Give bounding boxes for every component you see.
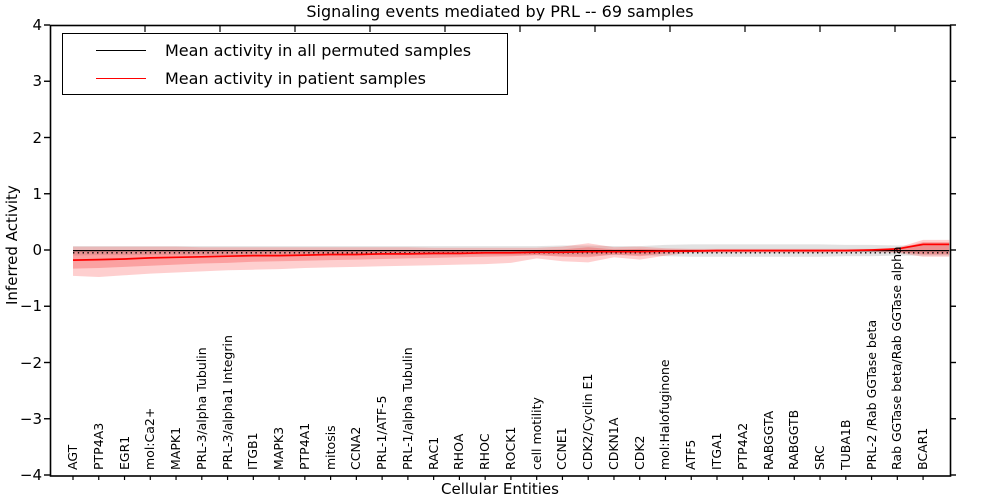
legend-label-permuted: Mean activity in all permuted samples xyxy=(165,40,472,60)
x-tick-label: mol:Halofuginone xyxy=(657,359,673,470)
x-tick-label: SRC xyxy=(812,445,828,470)
x-tick-label: ITGA1 xyxy=(709,432,724,470)
x-tick-label: PRL-3/alpha1 Integrin xyxy=(219,335,235,470)
axes-frame xyxy=(49,24,952,477)
x-tick-label: TUBA1B xyxy=(837,419,853,470)
x-tick-label: cell motility xyxy=(528,397,544,470)
x-tick-label: Rab GGTase beta/Rab GGTase alpha xyxy=(889,246,905,470)
legend-label-patient: Mean activity in patient samples xyxy=(165,68,426,88)
x-tick-label: ATF5 xyxy=(683,439,699,470)
x-tick-label: RHOC xyxy=(477,433,493,470)
x-tick-label: ITGB1 xyxy=(245,432,261,470)
y-tick-label: −2 xyxy=(19,353,42,372)
chart-title: Signaling events mediated by PRL -- 69 s… xyxy=(306,2,694,21)
permuted-line-swatch xyxy=(96,49,146,51)
legend-item-permuted: Mean activity in all permuted samples xyxy=(63,41,507,60)
y-tick-label: −1 xyxy=(19,297,42,316)
band-patient-range-inner xyxy=(73,242,950,269)
x-tick-label: MAPK1 xyxy=(168,426,184,470)
x-tick-label: CDK2/Cyclin E1 xyxy=(580,373,596,470)
x-tick-label: PRL-2 /Rab GGTase beta xyxy=(863,319,879,470)
x-tick-label: mitosis xyxy=(322,425,338,470)
x-tick-label: RABGGTB xyxy=(786,409,802,470)
x-tick-label: AGT xyxy=(65,444,80,470)
y-tick-label: 2 xyxy=(32,128,42,147)
y-tick-label: 4 xyxy=(32,16,42,34)
y-tick-label: 1 xyxy=(32,184,42,203)
x-tick-label: PRL-3/alpha Tubulin xyxy=(193,347,209,470)
y-tick-label: 0 xyxy=(32,241,42,259)
x-tick-label: mol:Ca2+ xyxy=(142,407,158,470)
x-tick-label: RHOA xyxy=(451,433,467,470)
y-tick-label: −4 xyxy=(19,466,42,484)
x-tick-label: PTP4A3 xyxy=(90,422,106,470)
patient-line-swatch xyxy=(96,77,146,79)
y-tick-label: −3 xyxy=(19,409,42,428)
legend-item-patient: Mean activity in patient samples xyxy=(63,69,507,88)
x-tick-label: EGR1 xyxy=(116,435,132,470)
x-tick-label: PTP4A1 xyxy=(296,422,312,470)
x-tick-label: MAPK3 xyxy=(271,426,287,470)
y-tick-label: 3 xyxy=(32,72,42,91)
x-tick-label: ROCK1 xyxy=(502,426,518,470)
x-tick-label: PRL-1/alpha Tubulin xyxy=(399,347,415,470)
x-tick-label: PRL-1/ATF-5 xyxy=(374,395,390,470)
x-tick-label: RABGGTA xyxy=(760,410,776,470)
x-tick-label: CCNE1 xyxy=(554,427,570,470)
x-tick-label: PTP4A2 xyxy=(734,422,750,470)
legend: Mean activity in all permuted samples Me… xyxy=(62,33,508,95)
patient-mean-line xyxy=(72,243,950,261)
x-tick-label: CDKN1A xyxy=(605,417,621,470)
x-tick-label: BCAR1 xyxy=(915,427,931,470)
x-tick-label: CDK2 xyxy=(631,435,647,470)
x-axis-label: Cellular Entities xyxy=(441,480,559,498)
band-patient-range-outer xyxy=(73,239,950,277)
x-tick-label: CCNA2 xyxy=(348,426,364,470)
x-tick-label: RAC1 xyxy=(425,436,441,470)
